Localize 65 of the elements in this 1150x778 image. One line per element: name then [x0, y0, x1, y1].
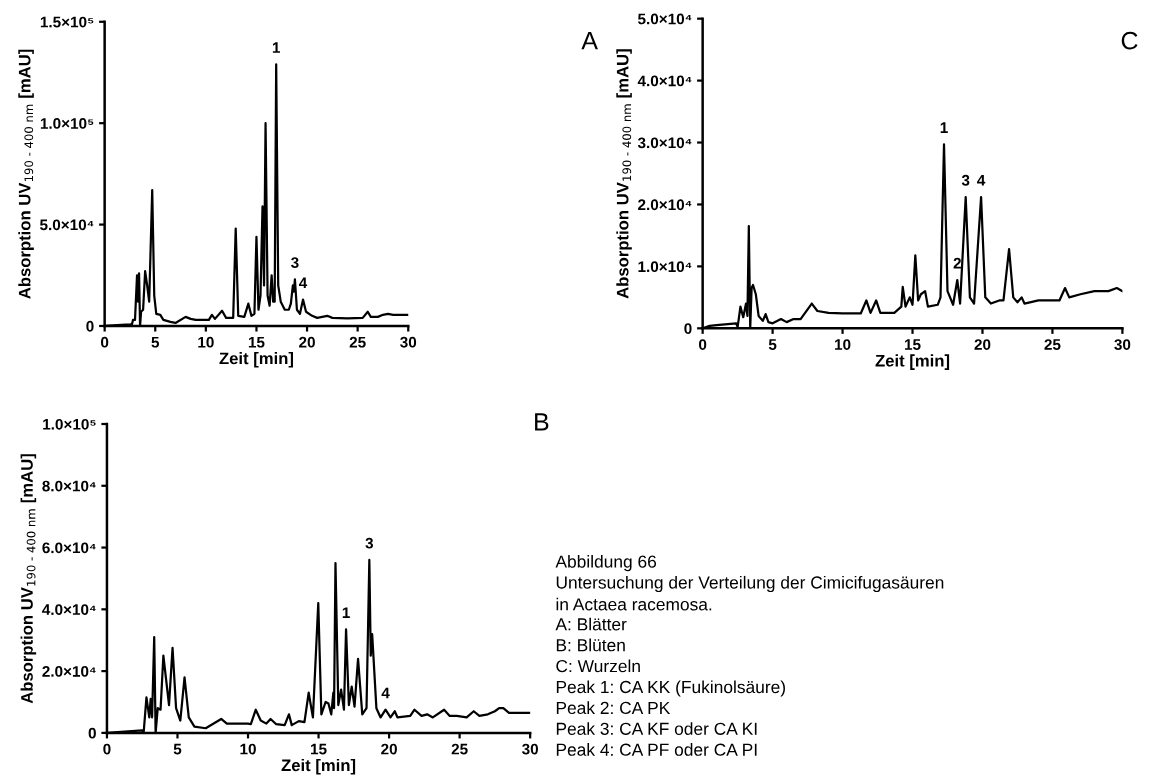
x-tick-label: 15 — [248, 336, 265, 348]
y-tick-label: 6.0×10⁴ — [42, 542, 96, 554]
y-axis-title: Absorption UV$_{190 - 400 nm}$ [mAU] — [616, 49, 632, 299]
y-tick-label: 5.0×10⁴ — [637, 13, 692, 25]
y-tick-label: 1.0×10⁵ — [40, 118, 94, 129]
y-tick-label: 1.0×10⁵ — [43, 418, 96, 430]
x-tick-label: 30 — [1114, 339, 1131, 350]
y-tick-label: 1.0×10⁴ — [638, 261, 692, 273]
text: Peak 4: CA PF oder CA PI — [556, 743, 757, 756]
annotation: 1 — [940, 122, 948, 133]
annotation: 4 — [977, 175, 986, 186]
y-tick-label: 2.0×10⁴ — [638, 199, 692, 211]
annotation: 1 — [272, 42, 281, 53]
y-tick-label: 4.0×10⁴ — [42, 604, 96, 616]
x-tick-label: 15 — [904, 339, 921, 350]
text: B: Blüten — [556, 638, 625, 652]
x-axis-title: Zeit [min] — [281, 758, 356, 775]
y-axis-title: Absorption UV$_{190 - 400 nm}$ [mAU] — [18, 49, 34, 299]
x-tick-label: 30 — [522, 743, 539, 755]
annotation: 4 — [298, 277, 308, 289]
annotation: C — [1121, 31, 1138, 50]
x-tick-label: 5 — [151, 336, 160, 348]
y-tick-label: 2.0×10⁴ — [42, 665, 96, 677]
text: Abbildung 66 — [555, 555, 657, 572]
y-tick-label: 0 — [86, 320, 94, 332]
text: Peak 2: CA PK — [556, 701, 671, 715]
y-tick-label: 5.0×10⁴ — [39, 219, 94, 231]
x-tick-label: 25 — [451, 743, 468, 755]
y-tick-label: 0 — [684, 323, 692, 334]
x-axis-title: Zeit [min] — [875, 354, 950, 370]
x-tick-label: 10 — [198, 336, 214, 348]
annotation: 4 — [381, 687, 390, 699]
text: Untersuchung der Verteilung der Cimicifugasäuren in Actaea racemosa. — [556, 575, 944, 611]
text: C: Wurzeln — [556, 659, 640, 673]
annotation: 3 — [291, 257, 299, 269]
annotation: 1 — [342, 607, 350, 618]
x-tick-label: 25 — [1044, 339, 1061, 350]
y-tick-label: 3.0×10⁴ — [637, 137, 692, 149]
y-tick-label: 4.0×10⁴ — [637, 75, 692, 87]
x-tick-label: 30 — [400, 336, 417, 348]
x-tick-label: 0 — [699, 339, 707, 350]
x-tick-label: 5 — [173, 743, 182, 755]
annotation: 3 — [961, 174, 970, 186]
x-tick-label: 20 — [974, 339, 991, 350]
x-tick-label: 20 — [299, 336, 315, 348]
x-tick-label: 0 — [101, 336, 109, 348]
annotation: 2 — [953, 257, 961, 269]
x-tick-label: 0 — [103, 743, 111, 755]
text: A: Blätter — [555, 617, 627, 631]
x-tick-label: 10 — [240, 743, 256, 755]
y-tick-label: 1.5×10⁵ — [40, 16, 94, 28]
x-tick-label: 10 — [835, 339, 851, 350]
text: B — [535, 413, 549, 431]
x-tick-label: 5 — [768, 339, 777, 350]
text: Peak 3: CA KF oder CA KI — [556, 722, 757, 735]
x-tick-label: 15 — [311, 743, 327, 755]
text: A — [581, 32, 598, 50]
x-tick-label: 25 — [349, 336, 366, 348]
text: Peak 1: CA KK (Fukinolsäure) — [556, 680, 785, 697]
y-tick-label: 8.0×10⁴ — [42, 480, 96, 492]
y-tick-label: 0 — [88, 727, 96, 739]
y-axis-title: Absorption UV$_{190 - 400 nm}$ [mAU] — [20, 454, 37, 704]
x-tick-label: 20 — [381, 743, 397, 755]
x-axis-title: Zeit [min] — [219, 352, 294, 368]
annotation: 3 — [365, 537, 374, 549]
